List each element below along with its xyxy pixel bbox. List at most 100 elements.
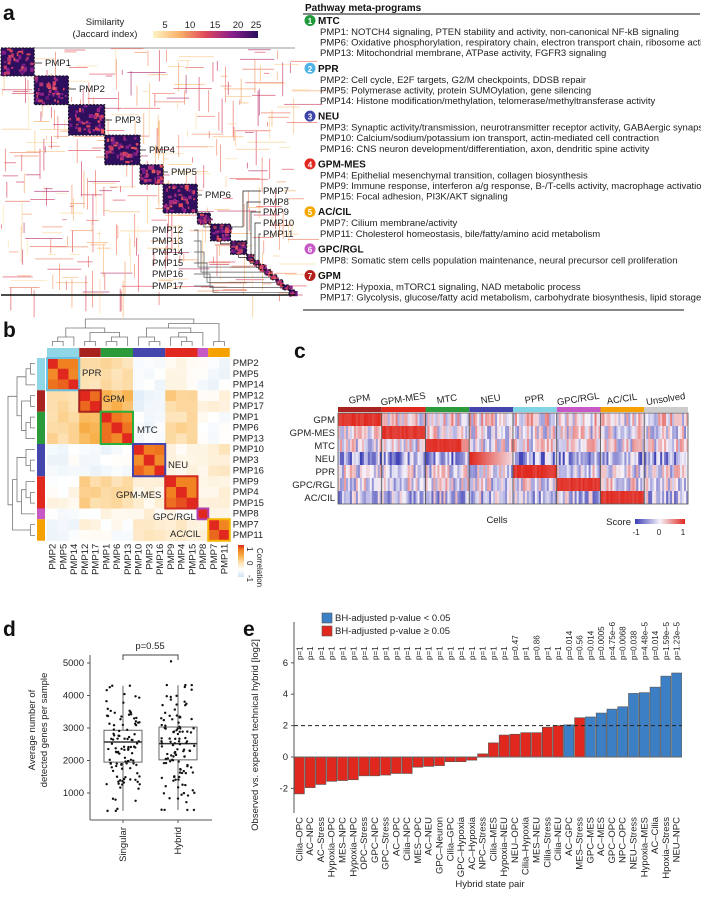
cell-group-bar xyxy=(381,407,426,412)
heatmap-cell xyxy=(118,91,119,111)
heatmap-cell xyxy=(13,155,39,157)
score-cell xyxy=(413,491,416,504)
score-cell xyxy=(606,439,609,452)
heatmap-cell xyxy=(266,269,270,272)
score-cell xyxy=(411,465,414,478)
data-point xyxy=(124,760,127,763)
data-point xyxy=(178,730,181,733)
score-cell xyxy=(592,439,595,452)
score-cell xyxy=(451,439,454,452)
score-cell xyxy=(425,413,428,426)
heatmap-cell xyxy=(180,259,198,261)
score-cell xyxy=(365,478,369,491)
correlation-cell xyxy=(186,497,198,509)
score-cell xyxy=(425,452,428,465)
heatmap-cell xyxy=(199,216,204,219)
score-cell xyxy=(680,439,683,452)
correlation-cell xyxy=(165,487,177,499)
score-cell xyxy=(393,465,396,478)
score-cell xyxy=(530,478,534,491)
score-cell xyxy=(686,413,689,426)
score-cell xyxy=(588,413,591,426)
correlation-cell xyxy=(68,379,80,391)
score-cell xyxy=(405,465,408,478)
pmp-label: PMP15 xyxy=(152,258,183,269)
score-cell xyxy=(552,478,556,491)
heatmap-cell xyxy=(152,164,155,170)
score-cell xyxy=(367,452,371,465)
heatmap-cell xyxy=(15,59,19,63)
correlation-cell xyxy=(197,465,209,477)
heatmap-cell xyxy=(23,222,25,234)
heatmap-cell xyxy=(143,113,145,145)
group-box xyxy=(78,389,102,413)
data-point xyxy=(176,732,180,736)
score-cell xyxy=(598,426,601,439)
score-cell xyxy=(405,439,408,452)
score-cell xyxy=(658,452,661,465)
data-point xyxy=(178,737,181,740)
heatmap-cell xyxy=(222,237,227,241)
score-cell xyxy=(582,426,585,439)
score-cell xyxy=(632,426,635,439)
score-cell xyxy=(536,465,540,478)
p-value-label: p=4.48e–5 xyxy=(640,621,649,660)
heatmap-cell xyxy=(212,289,247,291)
heatmap-cell xyxy=(223,88,256,90)
block-outline xyxy=(276,279,284,286)
correlation-cell xyxy=(90,530,102,542)
heatmap-cell xyxy=(165,188,168,192)
score-cell xyxy=(636,413,639,426)
score-cell xyxy=(592,426,595,439)
score-cell xyxy=(367,426,371,439)
score-cell xyxy=(345,439,349,452)
score-cell xyxy=(433,426,436,439)
heatmap-cell xyxy=(129,238,131,273)
data-point xyxy=(111,797,115,800)
row-label: PMP12 xyxy=(233,390,264,401)
heatmap-cell xyxy=(261,157,263,193)
score-cell xyxy=(676,426,679,439)
score-cell xyxy=(487,491,490,504)
heatmap-cell xyxy=(282,190,296,192)
heatmap-cell xyxy=(19,70,24,74)
score-cell xyxy=(574,413,577,426)
score-cell xyxy=(343,465,347,478)
heatmap-cell xyxy=(158,278,188,280)
x-tick-label: AC–Hypoxia xyxy=(467,816,478,870)
score-cell xyxy=(343,491,347,504)
score-cell xyxy=(558,491,562,504)
correlation-cell xyxy=(79,422,91,434)
correlation-cell xyxy=(186,411,198,423)
score-cell xyxy=(355,478,359,491)
score-cell xyxy=(598,465,601,478)
score-cell xyxy=(562,478,566,491)
score-cell xyxy=(513,491,516,504)
heatmap-cell xyxy=(119,157,124,161)
heatmap-cell xyxy=(130,71,132,96)
heatmap-cell xyxy=(172,185,177,188)
score-cell xyxy=(457,413,460,426)
heatmap-cell xyxy=(284,103,323,105)
score-cell xyxy=(522,491,526,504)
correlation-cell xyxy=(100,411,112,423)
dendrogram-branch xyxy=(148,341,161,346)
score-cell xyxy=(678,413,681,426)
score-cell xyxy=(626,413,629,426)
score-cell xyxy=(443,478,446,491)
correlation-cell xyxy=(47,368,59,380)
correlation-cell xyxy=(219,530,231,542)
correlation-cell xyxy=(111,422,123,434)
p-value-label: p=0.47 xyxy=(511,635,520,660)
heatmap-cell xyxy=(185,67,205,69)
column-label: PMP5 xyxy=(58,544,69,570)
score-cell xyxy=(345,452,349,465)
score-cell xyxy=(363,452,367,465)
correlation-cell xyxy=(186,508,198,520)
score-cell xyxy=(465,478,468,491)
score-cell xyxy=(634,452,637,465)
score-cell xyxy=(493,452,496,465)
score-cell xyxy=(564,465,567,478)
program-description: PMP3: Synaptic activity/transmission, ne… xyxy=(320,123,701,134)
score-cell xyxy=(594,491,597,504)
